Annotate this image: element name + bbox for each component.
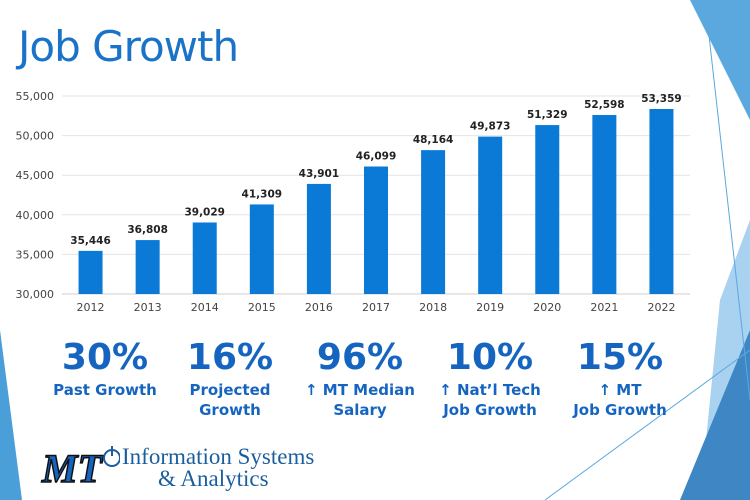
logo-mark: MT [41,446,104,490]
bar [249,204,274,294]
bar [306,183,331,294]
stat-projected-growth: 16% Projected Growth [165,336,295,420]
stat-value: 15% [576,337,664,378]
stat-value: 10% [446,337,534,378]
x-tick-label: 2015 [248,301,276,314]
data-label: 46,099 [356,150,397,162]
x-tick-label: 2016 [305,301,333,314]
stat-mt-job-growth: 15% ↑ MT Job Growth [555,336,685,420]
stat-median-salary: 96% ↑ MT Median Salary [295,336,425,420]
bar [135,240,160,294]
stat-label: ↑ MT [598,381,642,399]
stat-label: Salary [333,401,387,419]
mt-logo: MT [40,445,120,490]
y-tick-label: 55,000 [16,90,55,103]
data-label: 53,359 [641,93,682,105]
bar [649,108,674,294]
data-label: 49,873 [470,121,511,133]
right-accent-top [690,0,750,120]
bar [478,136,503,294]
stat-value: 16% [186,337,274,378]
x-tick-label: 2019 [476,301,504,314]
stat-label: ↑ MT Median [305,381,415,399]
stat-label: Growth [199,401,261,419]
logo-line-2: & Analytics [158,466,269,491]
stat-natl-tech-growth: 10% ↑ Nat’l Tech Job Growth [425,336,555,420]
x-tick-label: 2014 [191,301,219,314]
data-label: 52,598 [584,99,625,111]
data-label: 48,164 [413,134,454,146]
bar [78,250,103,294]
stat-label: Projected [189,381,271,399]
y-tick-label: 30,000 [16,288,55,301]
stat-past-growth: 30% Past Growth [40,336,170,400]
stat-label: Job Growth [573,401,667,419]
y-tick-label: 50,000 [16,130,55,143]
data-label: 35,446 [70,235,111,247]
bar [364,166,388,294]
x-tick-label: 2022 [647,301,675,314]
bar [192,222,217,294]
stat-label: ↑ Nat’l Tech [439,381,541,399]
right-accent-line-2 [544,349,750,500]
stat-value: 96% [316,337,404,378]
x-tick-label: 2021 [590,301,618,314]
data-label: 39,029 [184,206,225,218]
data-label: 36,808 [127,224,168,236]
bar [592,115,617,295]
y-tick-label: 45,000 [16,169,55,182]
slide-title: Job Growth [18,22,239,71]
y-tick-label: 40,000 [16,209,55,222]
bar [535,125,560,295]
data-label: 51,329 [527,109,568,121]
stat-label: Job Growth [443,401,537,419]
logo-text: Information Systems & Analytics [122,444,315,491]
bar-chart: 30,000 35,000 40,000 45,000 50,000 55,000 35,4… [16,90,690,314]
x-tick-label: 2018 [419,301,447,314]
y-tick-label: 35,000 [16,248,55,261]
x-tick-label: 2020 [533,301,561,314]
left-accent-shape [0,330,22,500]
stat-label: Past Growth [53,381,157,399]
x-tick-label: 2012 [77,301,105,314]
x-tick-label: 2017 [362,301,390,314]
data-label: 41,309 [242,188,283,200]
stat-value: 30% [61,337,149,378]
bar [421,150,446,294]
right-accent-dark [680,330,750,500]
logo-line-1: Information Systems [122,444,315,469]
x-tick-label: 2013 [134,301,162,314]
data-label: 43,901 [299,168,340,180]
right-accent-line [704,0,750,401]
